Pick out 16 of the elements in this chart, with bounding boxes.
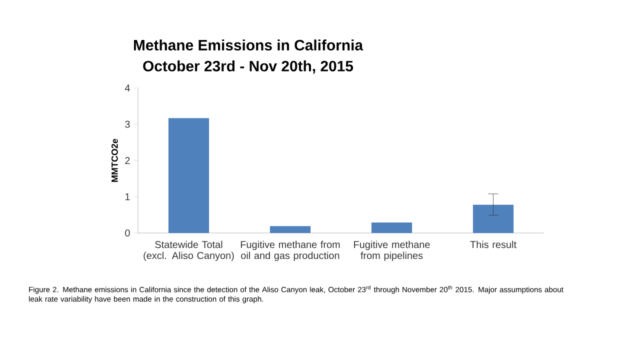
y-tick-label: 0: [125, 229, 130, 237]
bar: [371, 222, 412, 233]
chart-title: Methane Emissions in California: [134, 40, 364, 50]
x-tick-label: Statewide Total (excl. Aliso Canyon): [144, 240, 234, 262]
y-tick-label: 2: [125, 157, 130, 164]
x-tick-label: This result: [470, 240, 516, 248]
bar: [270, 226, 311, 233]
y-axis-title: MMTCO2e: [111, 138, 118, 182]
x-tick-label: Fugitive methane from pipelines: [354, 240, 430, 262]
y-tick-label: 4: [124, 84, 130, 92]
bar: [472, 204, 514, 233]
x-tick-label: Fugitive methane from oil and gas production: [240, 240, 340, 262]
chart-subtitle: October 23rd - Nov 20th, 2015: [143, 60, 354, 74]
y-tick-label: 1: [125, 193, 130, 200]
bar: [168, 118, 210, 233]
y-tick-label: 3: [125, 120, 130, 128]
